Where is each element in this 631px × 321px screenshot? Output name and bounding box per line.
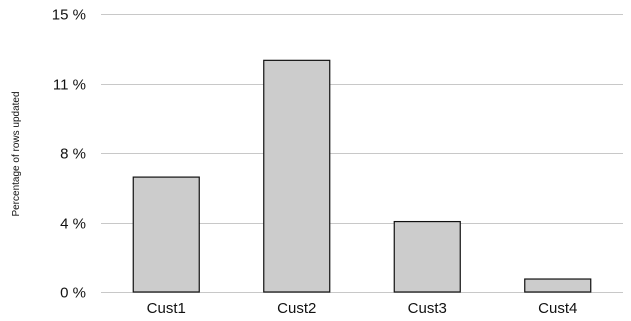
bar-cust2 <box>263 59 331 293</box>
bars <box>132 59 592 293</box>
y-axis-ticks: 0 % 4 % 8 % 11 % 15 % <box>52 7 86 302</box>
y-tick-label: 15 % <box>52 7 86 24</box>
x-category-label: Cust2 <box>277 300 316 317</box>
y-tick-label: 8 % <box>60 146 86 163</box>
y-tick-label: 4 % <box>60 216 86 233</box>
bar-cust4 <box>524 278 592 293</box>
y-tick-label: 0 % <box>60 285 86 302</box>
bar-cust3 <box>393 220 461 293</box>
y-axis-title: Percentage of rows updated <box>11 91 22 216</box>
x-category-label: Cust1 <box>147 300 186 317</box>
bar-cust1 <box>132 176 200 293</box>
y-tick-label: 11 % <box>53 77 86 94</box>
x-category-label: Cust4 <box>538 300 577 317</box>
x-axis-categories: Cust1 Cust2 Cust3 Cust4 <box>147 300 578 317</box>
x-category-label: Cust3 <box>408 300 447 317</box>
